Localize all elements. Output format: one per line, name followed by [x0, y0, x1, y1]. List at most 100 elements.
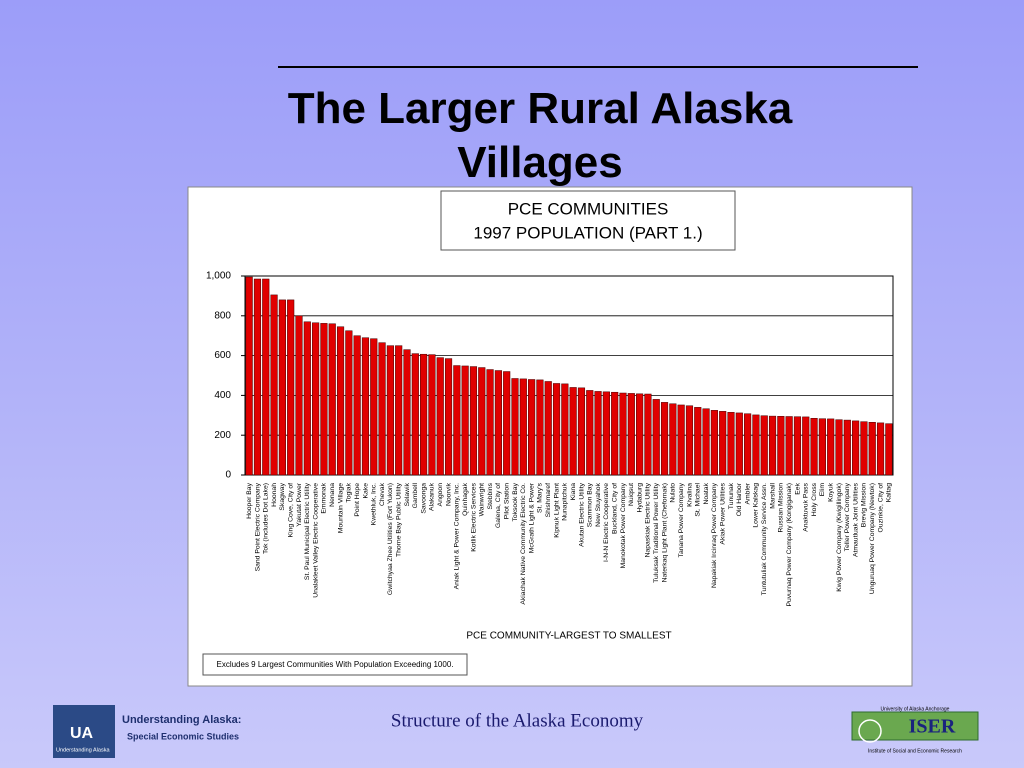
bar: [411, 353, 419, 476]
x-tick-label: Noorvik: [445, 482, 452, 506]
bar: [735, 412, 743, 476]
bar: [802, 416, 810, 476]
x-tick-label: Napaskiak Electric Utility: [645, 482, 652, 557]
bar: [245, 276, 253, 476]
x-tick-label: Unguruaq Power Company (Newtok): [869, 483, 876, 594]
x-tick-label: King Cove, City of: [287, 483, 294, 538]
bar: [710, 410, 718, 476]
x-tick-label: Ambler: [744, 482, 751, 504]
bar: [627, 393, 635, 476]
bar: [270, 294, 278, 476]
bar: [719, 411, 727, 476]
note: Excludes 9 Largest Communities With Popu…: [216, 660, 453, 669]
bar: [636, 393, 644, 476]
x-tick-label: Tuntutuliak Community Service Assn.: [761, 483, 768, 595]
bar: [827, 418, 835, 476]
x-tick-label: Buckland, City of: [611, 483, 618, 534]
bar: [785, 416, 793, 476]
bar: [262, 278, 270, 476]
x-tick-label: Russian Mission: [778, 483, 785, 533]
x-tick-label: Teller Power Company: [844, 482, 851, 551]
bar: [744, 413, 752, 476]
x-tick-label: Nulato: [670, 483, 677, 503]
x-tick-label: Unalakleet Valley Electric Cooperative: [312, 483, 319, 598]
x-tick-label: Brevig Mission: [861, 483, 868, 527]
x-tick-label: Aniak Light & Power Company, Inc.: [454, 483, 461, 590]
bar: [328, 323, 336, 476]
y-tick-label: 0: [225, 470, 231, 481]
x-tick-label: New Stuyahok: [595, 482, 602, 526]
x-tick-label: Skagway: [279, 482, 286, 510]
y-tick-label: 200: [214, 430, 231, 441]
x-tick-label: Akiak Power Utilities: [719, 482, 726, 544]
x-tick-label: Chevak: [379, 482, 386, 506]
x-tick-label: Togiak: [346, 482, 353, 502]
bar: [843, 419, 851, 476]
footer: Structure of the Alaska Economy: [391, 710, 644, 731]
x-tick-label: Puvurnaq Power Company (Kongiganak): [786, 483, 793, 607]
bar: [594, 391, 602, 476]
x-tick-label: Kipnuk Light Plant: [553, 483, 560, 538]
x-axis-label: PCE COMMUNITY-LARGEST TO SMALLEST: [466, 631, 671, 642]
iser-logo-emblem: [858, 719, 882, 743]
x-tick-label: Holy Cross: [811, 482, 818, 516]
x-tick-label: Nuiqsut: [628, 483, 635, 506]
x-tick-label: Akutan Electric Utility: [578, 482, 585, 546]
bar: [810, 418, 818, 476]
x-tick-label: Point Hope: [354, 483, 361, 517]
x-tick-label: I-N-N Electric Cooperative: [603, 483, 610, 562]
bar: [552, 383, 561, 476]
x-tick-label: St. Michael: [695, 483, 702, 517]
x-tick-label: Stebbins: [487, 482, 494, 509]
x-tick-label: Tok (includes Dot Lake): [263, 483, 270, 554]
bar: [544, 381, 552, 476]
bar: [619, 392, 627, 476]
ua-logo-subtitle: Special Economic Studies: [127, 731, 239, 741]
x-tick-label: Kaltag: [886, 483, 893, 502]
bar: [677, 404, 685, 476]
bar: [469, 366, 478, 476]
x-tick-label: Marshall: [769, 483, 776, 509]
iser-logo-mark: ISER: [909, 716, 956, 738]
y-tick-label: 600: [214, 350, 231, 361]
bar: [777, 416, 785, 476]
x-tick-label: Hydaburg: [636, 483, 643, 513]
bar: [727, 412, 735, 476]
bar: [461, 365, 469, 476]
x-tick-label: Noatak: [703, 482, 710, 504]
bar: [660, 402, 669, 476]
bar: [403, 349, 411, 476]
chart-title: PCE COMMUNITIES: [508, 199, 669, 218]
bar: [486, 369, 494, 476]
bar: [436, 357, 444, 476]
bar: [752, 414, 760, 476]
iser-logo: [851, 711, 979, 741]
x-tick-label: Tununak: [728, 482, 735, 509]
x-tick-label: Anaktuvuk Pass: [803, 482, 810, 531]
bar: [303, 321, 311, 476]
bar: [312, 322, 320, 476]
plot-frame: [244, 275, 894, 476]
bar: [768, 415, 777, 476]
bar: [378, 342, 386, 476]
bar: [345, 330, 353, 476]
bar: [428, 354, 436, 476]
x-tick-label: Kivalina: [686, 483, 693, 507]
bar: [760, 415, 768, 476]
x-tick-label: Nunapitchuk: [562, 482, 569, 520]
bar: [494, 370, 502, 476]
y-tick-label: 1,000: [206, 271, 231, 282]
x-tick-label: Napakiak Ircinraq Power Company: [711, 482, 718, 588]
chart-title-box: [440, 190, 736, 251]
bar: [536, 379, 544, 476]
x-tick-label: Angoon: [437, 483, 444, 507]
x-tick-label: Lower Kalskag: [753, 483, 760, 528]
bar: [336, 326, 345, 476]
ua-logo-title: Understanding Alaska:: [122, 714, 241, 726]
bar: [793, 416, 802, 476]
bar: [503, 371, 511, 476]
x-tick-label: Kotlik Electric Services: [470, 482, 477, 551]
x-tick-label: Gwitchyaa Zhee Utilities (Fort Yukon): [387, 483, 394, 595]
